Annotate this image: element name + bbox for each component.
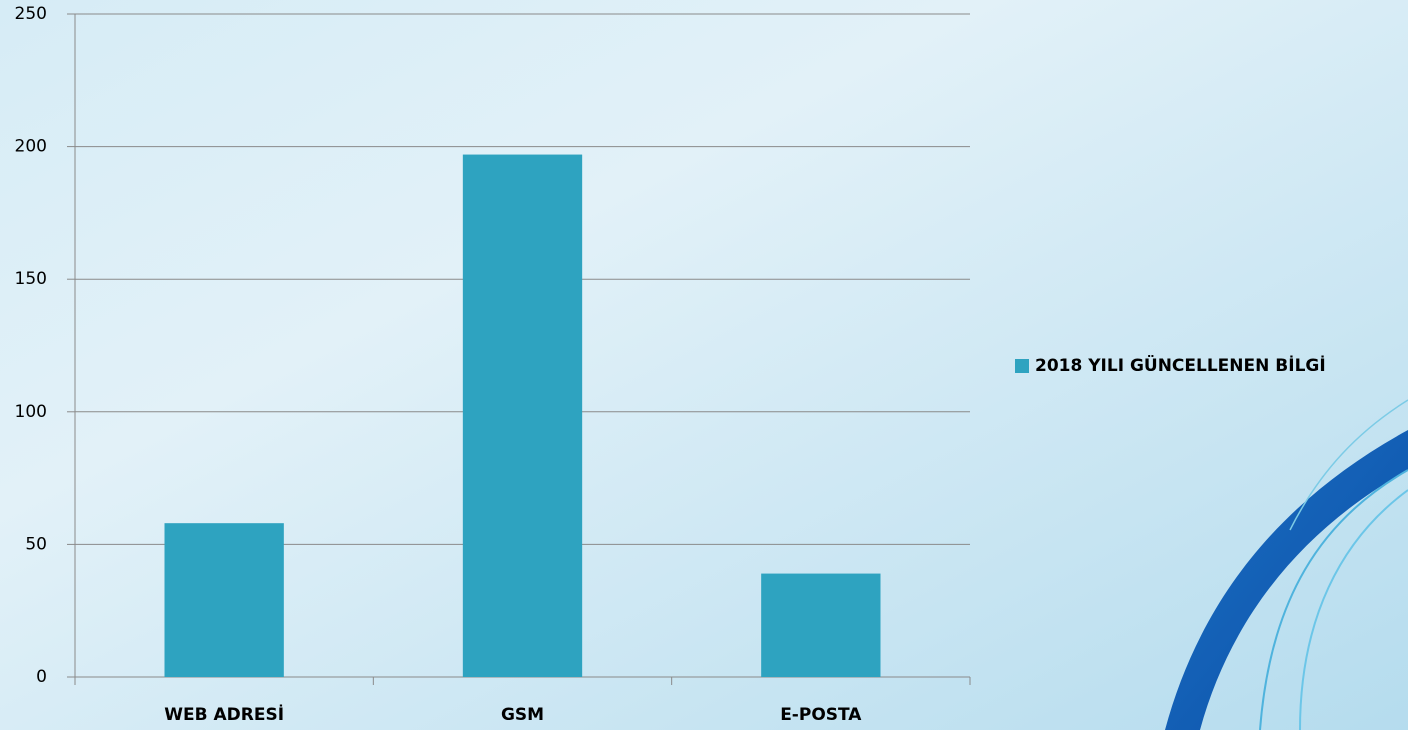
x-tick-label: GSM xyxy=(501,705,544,725)
y-tick-label: 50 xyxy=(25,534,47,554)
y-tick-label: 150 xyxy=(15,269,47,289)
x-tick-label: E-POSTA xyxy=(780,705,862,725)
legend-swatch xyxy=(1015,359,1029,373)
x-tick-label: WEB ADRESİ xyxy=(164,703,284,725)
bar xyxy=(165,523,284,677)
y-tick-label: 0 xyxy=(36,667,47,687)
chart: 0 50 100 150 200 250 WEB ADRESİ GSM E-POSTA 2018 … xyxy=(0,0,1408,730)
bar xyxy=(761,574,880,677)
y-tick-label: 250 xyxy=(15,4,47,24)
legend-label: 2018 YILI GÜNCELLENEN BİLGİ xyxy=(1035,354,1326,376)
y-tick-label: 200 xyxy=(15,137,47,157)
y-tick-label: 100 xyxy=(15,402,47,422)
bar xyxy=(463,155,582,677)
